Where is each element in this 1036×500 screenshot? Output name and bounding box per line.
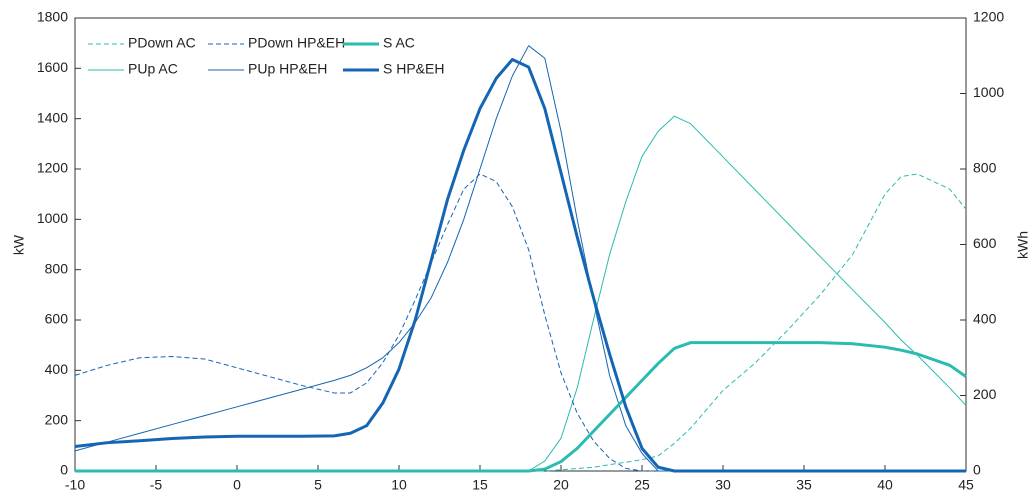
y-tick-label: 200: [45, 411, 69, 427]
x-tick-label: 0: [233, 477, 241, 493]
legend-label: S AC: [383, 35, 415, 51]
y-tick-label: 1000: [37, 210, 68, 226]
series-line: [74, 58, 966, 473]
y2-tick-label: 1200: [973, 9, 1004, 25]
y-tick-label: 1200: [37, 160, 68, 176]
y2-tick-label: 0: [973, 462, 981, 478]
y-axis-label: kW: [11, 234, 27, 255]
series-line: [75, 115, 967, 472]
x-tick-label: 5: [314, 477, 322, 493]
legend-label: S HP&EH: [383, 61, 444, 77]
y-tick-label: 600: [45, 311, 69, 327]
series-line: [75, 341, 967, 473]
y2-tick-label: 200: [973, 386, 997, 402]
y-tick-label: 1400: [37, 109, 68, 125]
y2-tick-label: 1000: [973, 84, 1004, 100]
x-tick-label: 10: [391, 477, 407, 493]
legend-label: PUp AC: [128, 61, 178, 77]
y2-tick-label: 800: [973, 160, 997, 176]
plot-frame: [74, 17, 967, 472]
y-tick-label: 800: [45, 260, 69, 276]
legend-label: PDown AC: [128, 35, 196, 51]
x-tick-label: 25: [634, 477, 650, 493]
x-tick-label: 40: [877, 477, 893, 493]
x-tick-label: -10: [65, 477, 85, 493]
y-tick-label: 0: [60, 462, 68, 478]
series-line: [74, 173, 966, 472]
series-line: [75, 173, 967, 472]
x-tick-label: 20: [553, 477, 569, 493]
y-tick-label: 1600: [37, 59, 68, 75]
x-tick-label: 45: [958, 477, 974, 493]
x-tick-label: -5: [150, 477, 163, 493]
y2-axis-label: kWh: [1015, 231, 1031, 259]
y-tick-label: 1800: [37, 9, 68, 25]
y2-tick-label: 600: [973, 235, 997, 251]
x-tick-label: 15: [472, 477, 488, 493]
y-tick-label: 400: [45, 361, 69, 377]
x-tick-label: 35: [796, 477, 812, 493]
series-line: [74, 45, 966, 472]
legend-label: PUp HP&EH: [248, 61, 327, 77]
y2-tick-label: 400: [973, 311, 997, 327]
legend-label: PDown HP&EH: [248, 35, 345, 51]
x-tick-label: 30: [715, 477, 731, 493]
